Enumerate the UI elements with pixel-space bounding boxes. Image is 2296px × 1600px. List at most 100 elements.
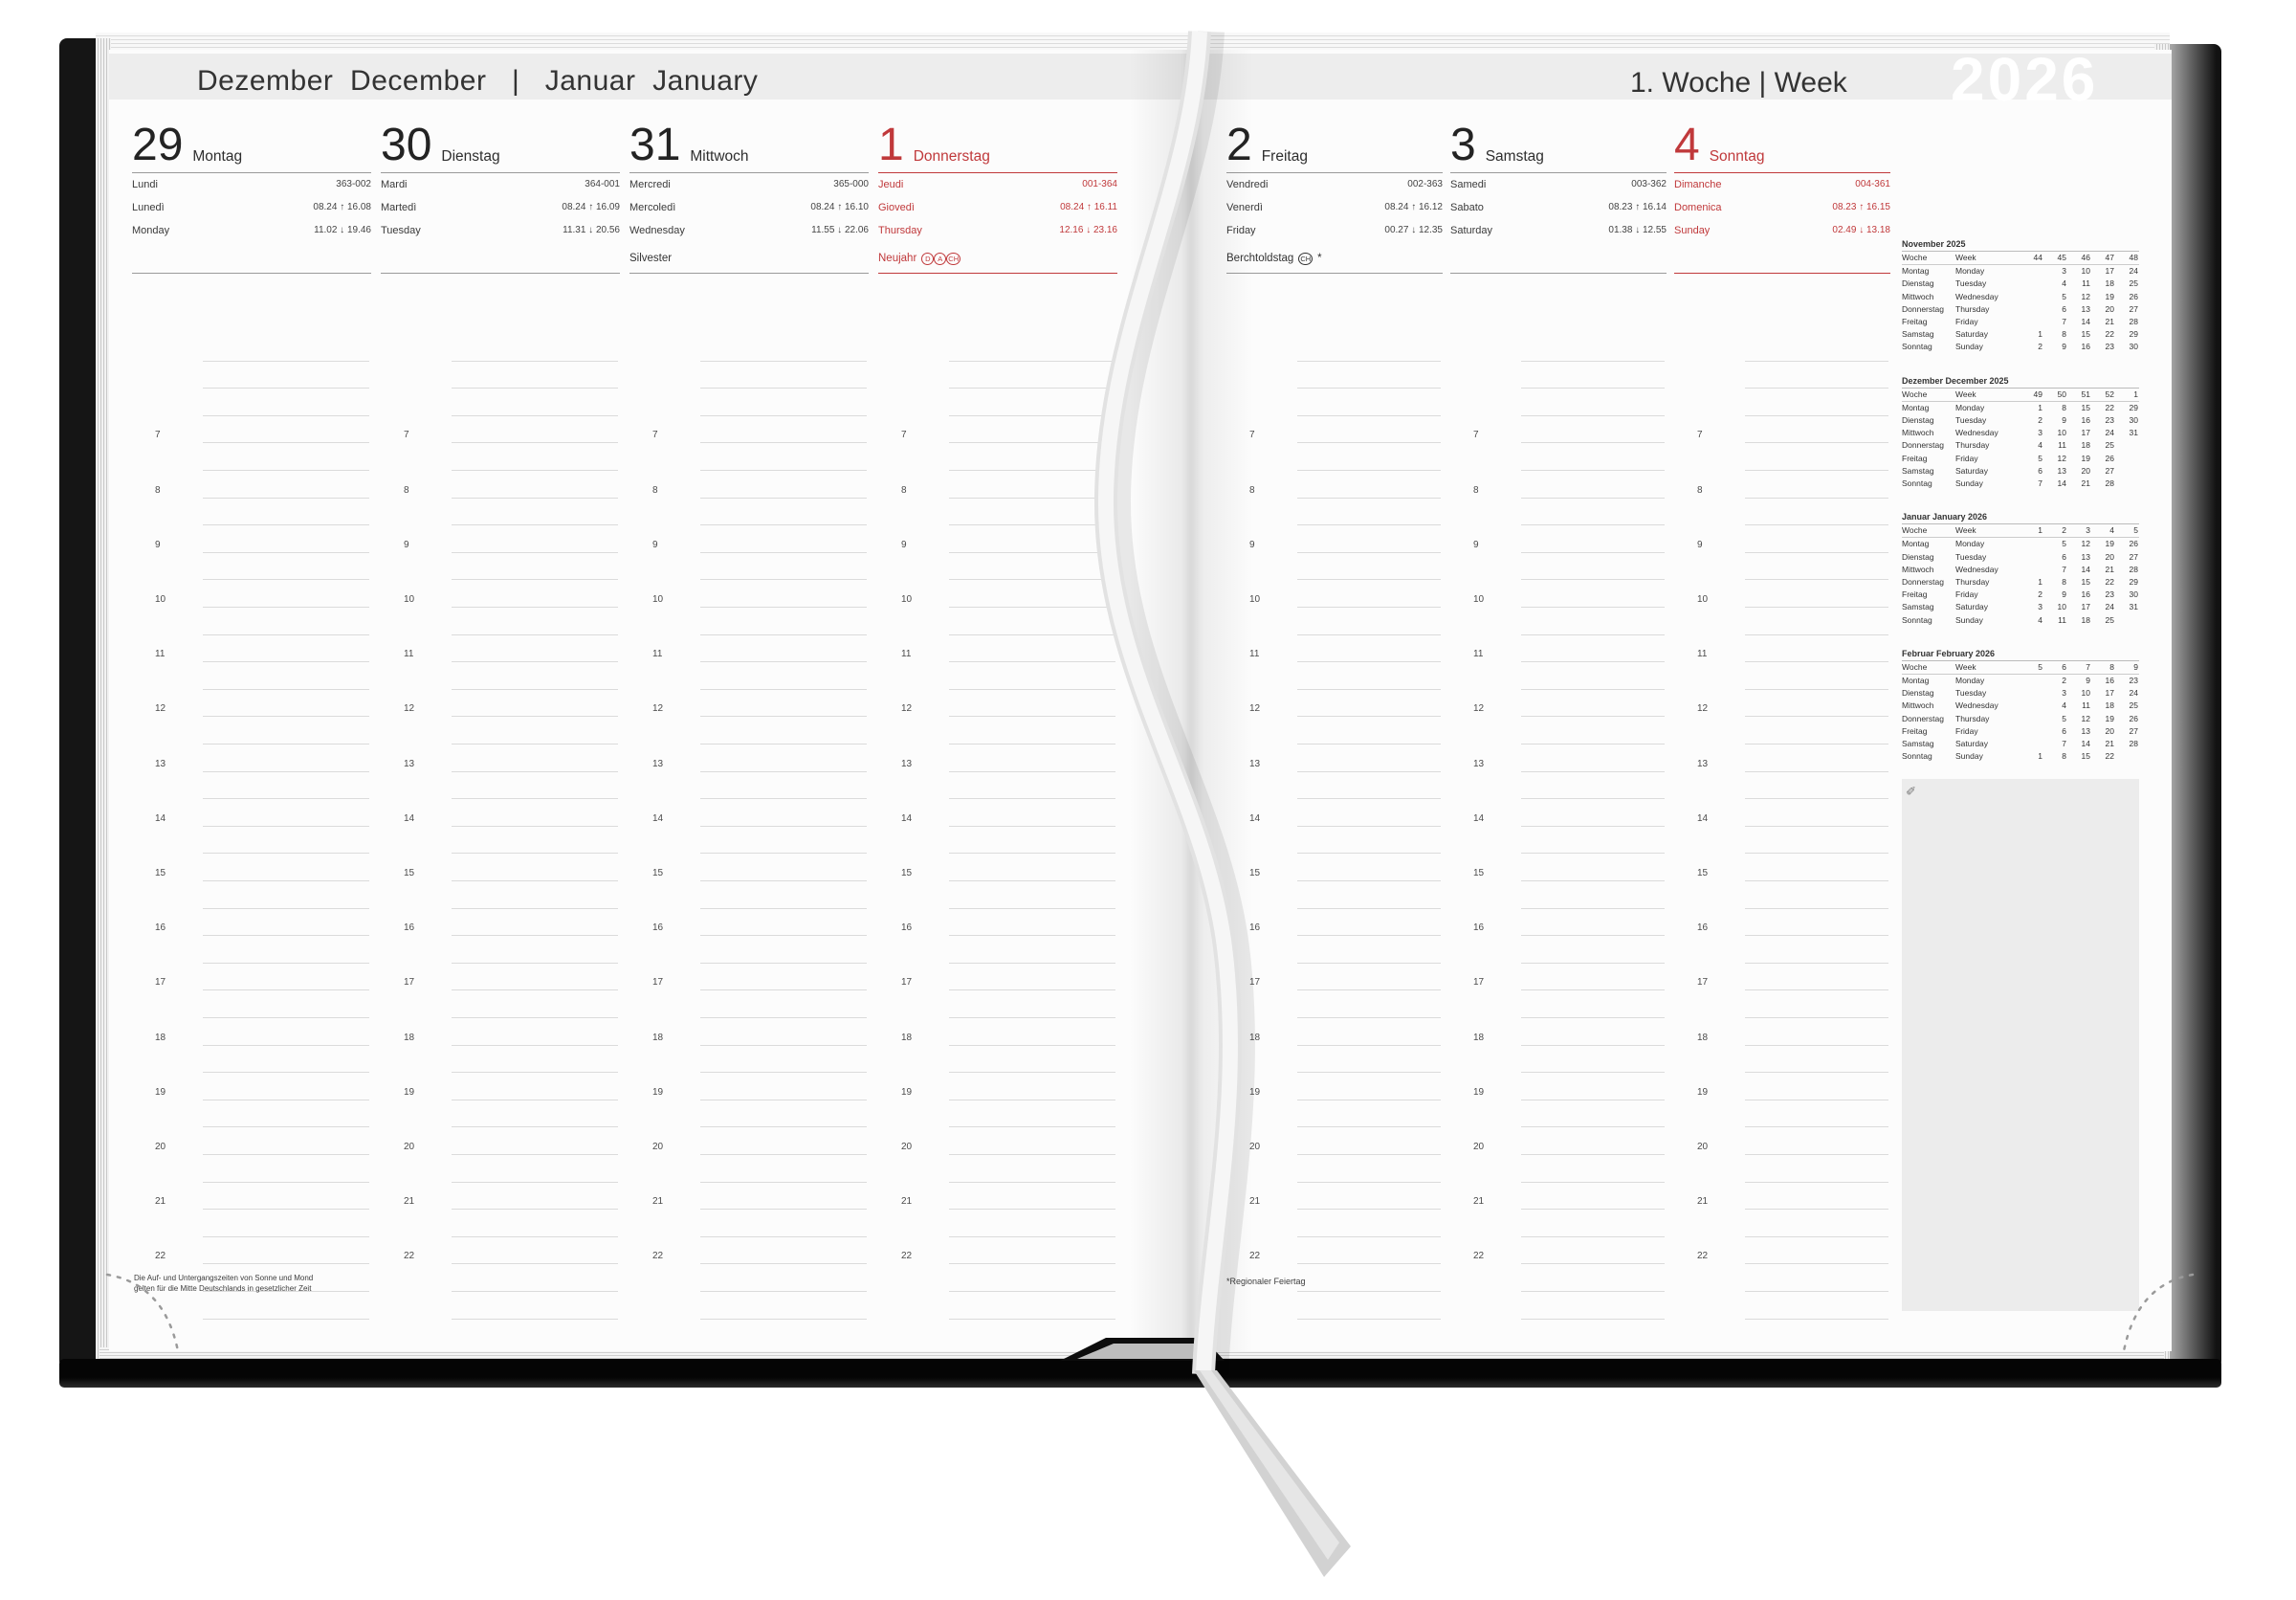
ruled-line — [203, 661, 369, 663]
ruled-line — [1745, 1235, 1888, 1237]
moon-times: 00.27 ↓ 12.35 — [1384, 225, 1443, 235]
ruled-line — [203, 524, 369, 526]
weekday-label-de: Montag — [1902, 676, 1930, 686]
weekday-label-de: Woche — [1902, 253, 1928, 262]
moon-times: 11.55 ↓ 22.06 — [811, 225, 869, 235]
ruled-line — [1521, 989, 1665, 991]
ruled-line — [1521, 1181, 1665, 1183]
mini-calendar-cell: 18 — [2081, 440, 2090, 451]
moon-times: 01.38 ↓ 12.55 — [1608, 225, 1667, 235]
weekday-label-de: Sonntag — [1902, 478, 1932, 489]
mini-calendar-cell: 21 — [2081, 478, 2090, 489]
hour-label: 19 — [901, 1086, 913, 1098]
ruled-line — [700, 388, 867, 389]
book-cover-left-edge — [59, 38, 96, 1368]
ruled-line — [203, 1181, 369, 1183]
ruled-line — [1297, 1017, 1441, 1018]
hour-label: 12 — [901, 703, 913, 715]
weekday-label-en: Monday — [1955, 266, 1985, 277]
ruled-line — [203, 414, 369, 416]
mini-calendar: Dezember December 2025 Woche Week 49 50 51 52 1… — [1902, 374, 2139, 491]
weekday-label-en: Tuesday — [1955, 551, 1987, 562]
ruled-line — [949, 1318, 1115, 1320]
hour-label: 9 — [155, 539, 161, 550]
mini-calendar-cell: 19 — [2081, 453, 2090, 463]
weekday-label-de: Donnerstag — [1902, 303, 1944, 314]
week-header: 1. Woche | Week — [1630, 67, 1847, 99]
hour-label: 20 — [652, 1142, 664, 1152]
ruled-line — [203, 989, 369, 991]
mini-calendar-cell: 30 — [2129, 589, 2138, 600]
ruled-line — [949, 989, 1115, 991]
mini-calendar-cell: 10 — [2057, 428, 2066, 438]
hour-label: 22 — [1249, 1251, 1261, 1262]
day-of-year: 001-364 — [1082, 179, 1117, 189]
ruled-line — [452, 907, 618, 909]
hour-label: 7 — [404, 430, 409, 441]
ruled-line — [700, 414, 867, 416]
ruled-line — [1745, 1154, 1888, 1155]
mini-calendar-cell: 14 — [2081, 317, 2090, 327]
hour-label: 19 — [404, 1086, 415, 1098]
mini-calendar-cell: 11 — [2058, 614, 2066, 625]
hour-label: 17 — [1473, 977, 1485, 989]
weekday-label-de: Montag — [1902, 539, 1930, 549]
mini-calendar-cell: 13 — [2081, 725, 2090, 736]
mini-calendar-row: Sonntag Sunday 2 9 16 23 30 — [1902, 341, 2139, 353]
ruled-line — [203, 1044, 369, 1046]
weekday-label-de: Woche — [1902, 661, 1928, 672]
hour-label: 7 — [155, 430, 161, 441]
ruled-line — [452, 442, 618, 444]
ruled-line — [452, 716, 618, 718]
hour-label: 22 — [652, 1251, 664, 1262]
weekday-label-en: Monday — [1955, 539, 1985, 549]
hour-label: 18 — [1473, 1032, 1485, 1043]
mini-calendar-cell: 6 — [2038, 465, 2042, 476]
ruled-line — [949, 1263, 1115, 1265]
mini-calendar-row: Montag Monday 3 10 17 24 — [1902, 265, 2139, 278]
ruled-line — [949, 607, 1115, 608]
mini-calendar-cell: 10 — [2081, 688, 2090, 699]
mini-calendar-title: Januar January 2026 — [1902, 510, 2139, 525]
hour-label: 8 — [1249, 484, 1255, 496]
ruled-line — [700, 935, 867, 937]
ruled-line — [452, 524, 618, 526]
mini-calendar-cell: 9 — [2086, 676, 2090, 686]
weekday-label-en: Wednesday — [1955, 428, 1998, 438]
hour-label: 15 — [901, 868, 913, 878]
day-number: 3 — [1450, 120, 1476, 170]
ruled-line — [1745, 661, 1888, 663]
mini-calendar-cell: 3 — [2038, 602, 2042, 612]
ruled-line — [1297, 1044, 1441, 1046]
mini-calendar-cell: 17 — [2105, 688, 2114, 699]
ruled-line — [949, 770, 1115, 772]
mini-calendar-cell: 21 — [2105, 564, 2114, 574]
mini-calendar-cell: 31 — [2129, 428, 2138, 438]
ruled-line — [949, 633, 1115, 635]
ruled-line — [700, 607, 867, 608]
mini-calendar-cell: 44 — [2033, 253, 2042, 262]
mini-calendar-cell — [2114, 478, 2138, 490]
mini-calendar-row: Dienstag Tuesday 2 9 16 23 30 — [1902, 414, 2139, 427]
mini-calendar-cell: 20 — [2105, 551, 2114, 562]
mini-calendar-cell: 16 — [2081, 415, 2090, 426]
hour-label: 10 — [155, 594, 166, 605]
ruled-line — [1745, 1263, 1888, 1265]
day-column-wed-31: 31 Mittwoch Mercredi 365-000 Mercoledì 08.… — [629, 103, 869, 1320]
moon-times: 11.31 ↓ 20.56 — [563, 225, 620, 235]
mini-calendar-cell: 25 — [2129, 700, 2138, 711]
ruled-line — [1745, 825, 1888, 827]
ruled-line — [949, 688, 1115, 690]
ruled-line — [452, 607, 618, 608]
mini-calendar-cell: 27 — [2129, 725, 2138, 736]
weekday-label-de: Freitag — [1902, 589, 1928, 600]
hour-label: 14 — [155, 812, 166, 824]
ruled-line — [700, 661, 867, 663]
mini-calendar-cell — [2019, 564, 2042, 576]
hour-label: 14 — [901, 812, 913, 824]
mini-calendar-cell: 8 — [2062, 402, 2066, 412]
ruled-line — [1521, 388, 1665, 389]
hour-label: 7 — [901, 430, 907, 441]
mini-calendar-cell: 6 — [2062, 661, 2066, 672]
